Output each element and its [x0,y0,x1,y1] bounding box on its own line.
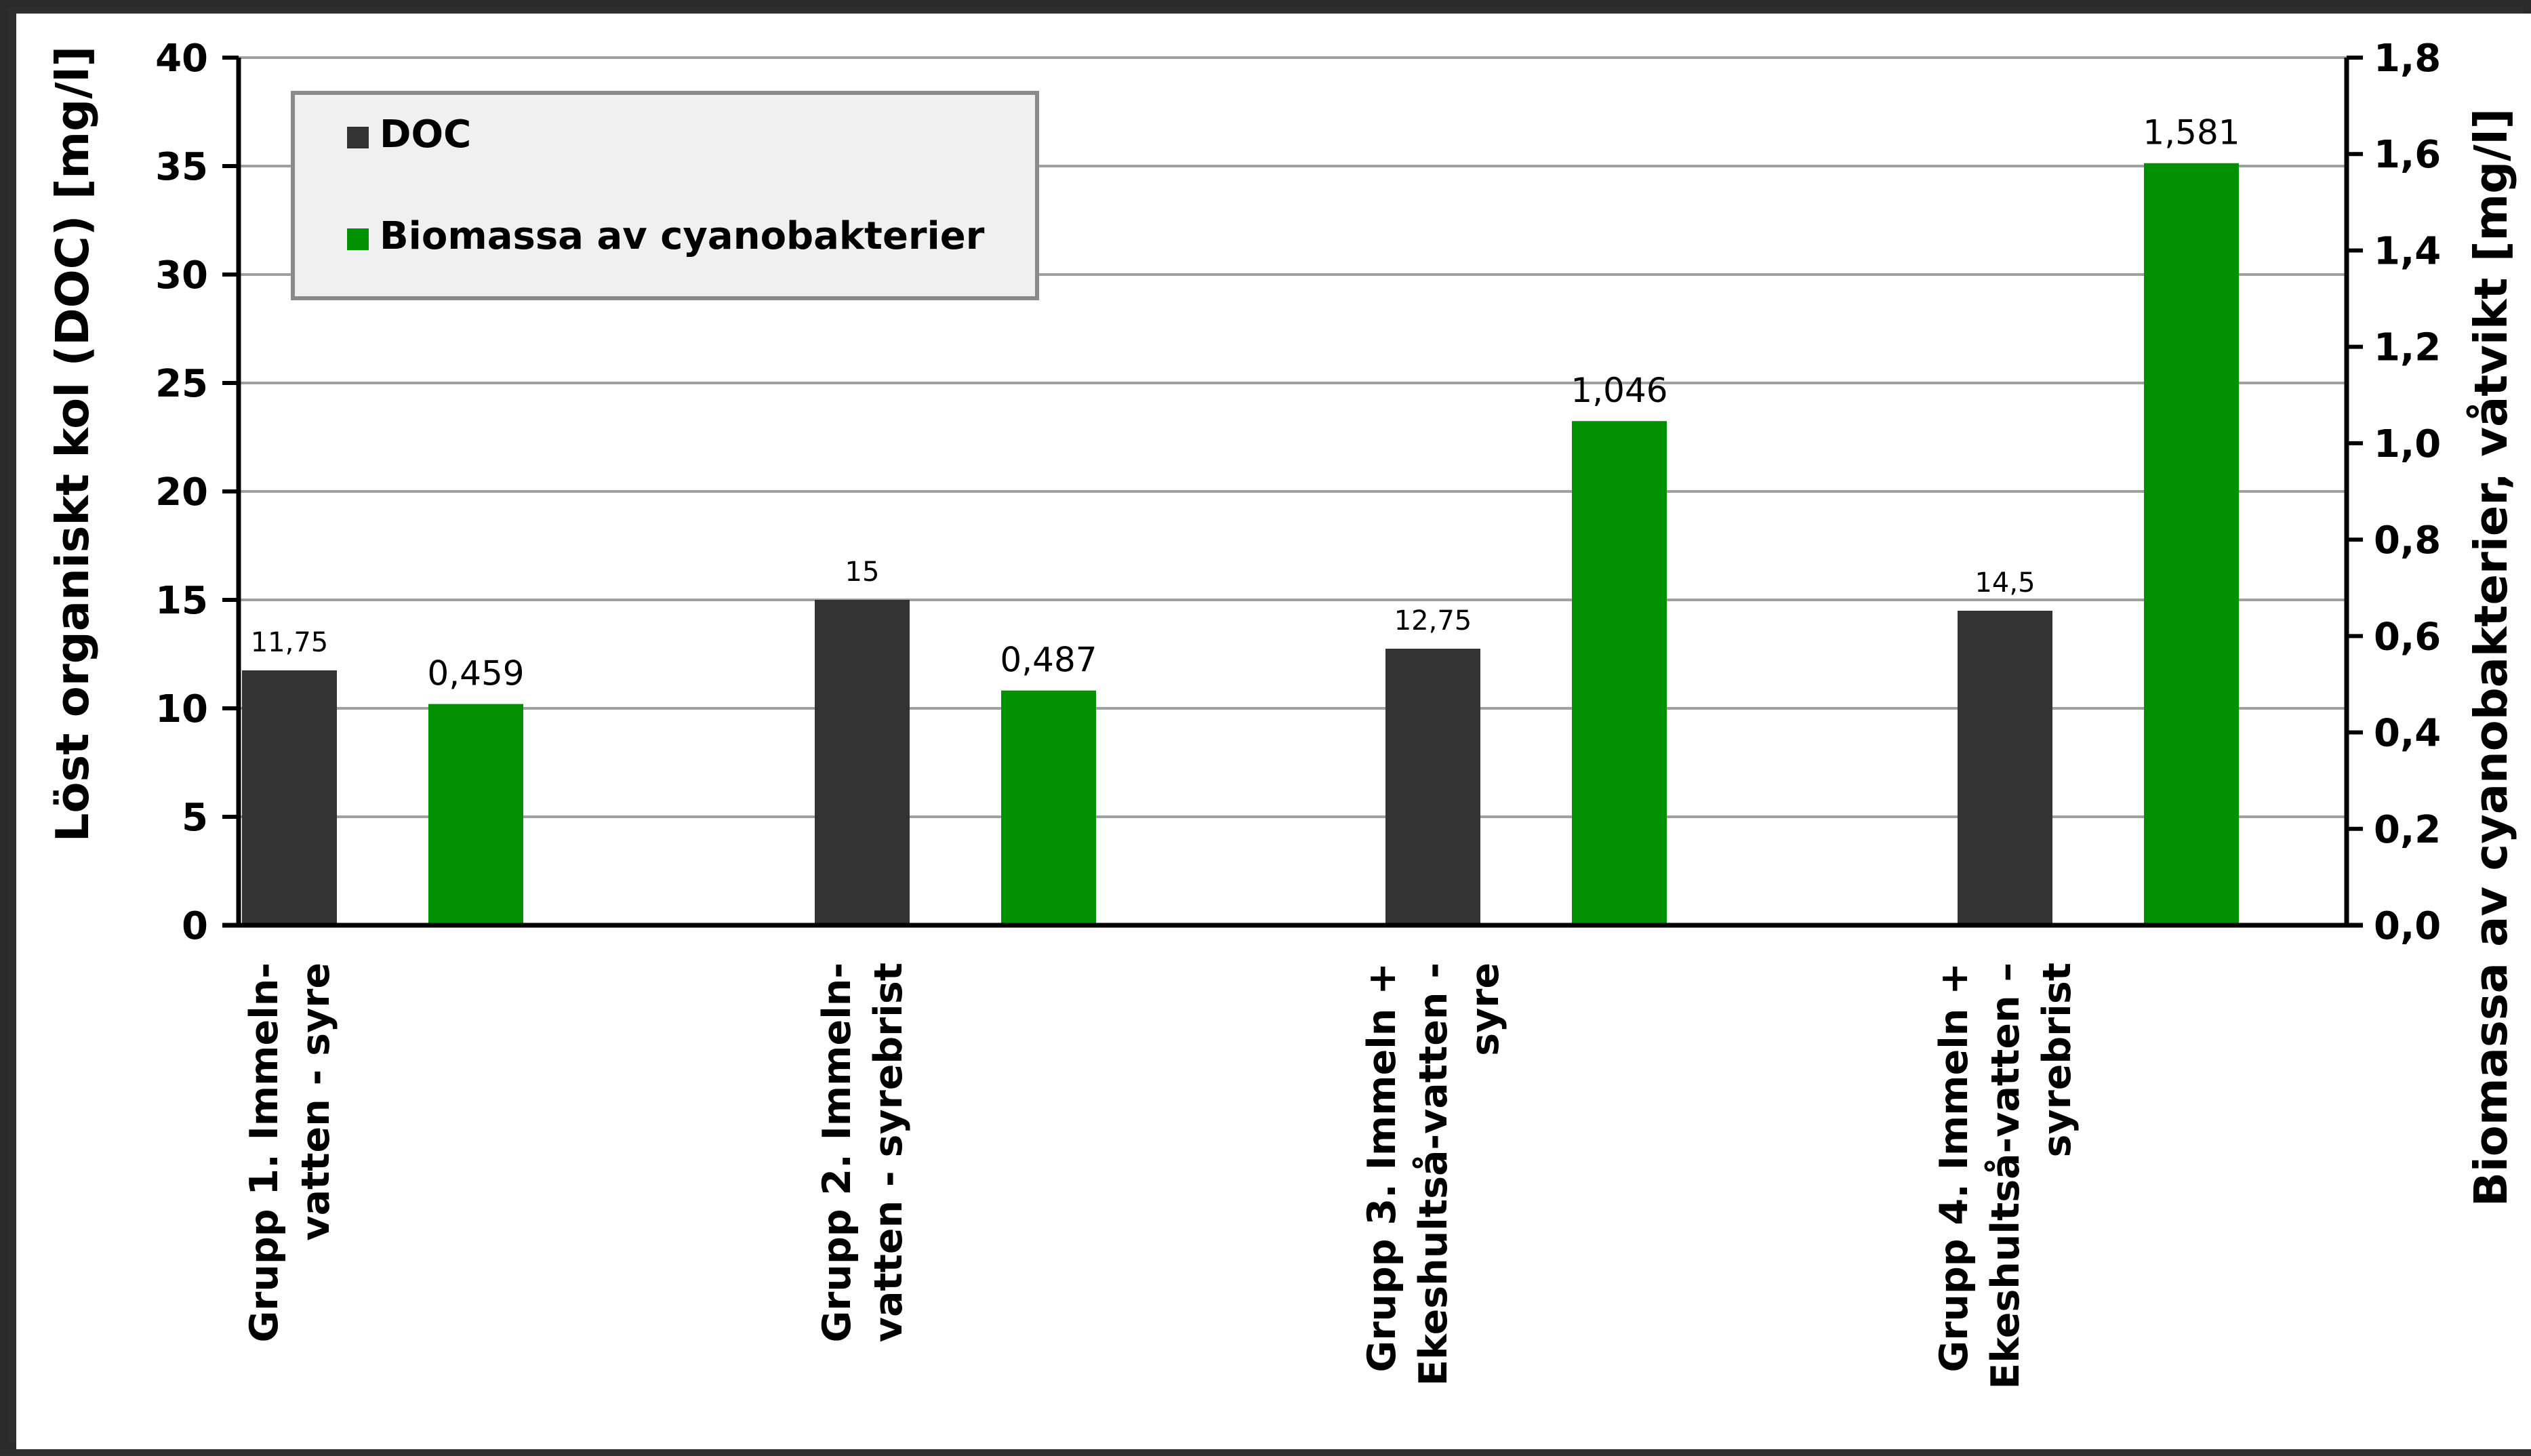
y-tick-label-right: 0,2 [2374,808,2441,852]
doc-bar [242,670,337,925]
y-tick-label-right: 1,0 [2374,422,2441,466]
category-label: Grupp 2. Immeln- [815,963,859,1343]
y-tick-label-left: 20 [155,470,208,514]
doc-data-label: 11,75 [251,627,329,658]
y-tick-label-right: 0,4 [2374,712,2441,756]
y-tick-label-left: 40 [155,37,208,81]
biomass-data-label: 1,581 [2143,113,2240,153]
doc-data-label: 15 [845,557,880,588]
y-tick-label-left: 10 [155,687,208,731]
doc-data-label: 12,75 [1394,605,1472,636]
category-label: Grupp 1. Immeln- [242,963,287,1343]
y-tick-label-right: 0,0 [2374,904,2441,948]
biomass-data-label: 1,046 [1571,371,1667,410]
y-tick-label-left: 15 [155,579,208,623]
y-tick-label-right: 0,6 [2374,615,2441,659]
y-tick-label-left: 25 [155,362,208,406]
category-label: Grupp 4. Immeln + [1932,963,1977,1372]
category-label: vatten - syrebrist [866,963,911,1342]
category-label: vatten - syre [293,963,338,1241]
category-label: Ekeshultså-vatten – [1983,963,2028,1390]
legend: DOC Biomassa av cyanobakterier [291,91,1039,300]
doc-bar [815,600,910,925]
y-tick-label-left: 0 [182,904,208,948]
biomass-legend-label: Biomassa av cyanobakterier [380,214,985,258]
biomass-data-label: 0,459 [427,654,524,693]
biomass-bar [2144,163,2239,925]
doc-bar [1958,611,2052,925]
bar-chart: 0 5 10 15 20 25 30 35 40 0,0 0,2 0,4 0,6 0,8 1,0 1,2 1,… [16,14,2531,1449]
doc-legend-swatch [347,127,369,148]
y-tick-label-right: 1,8 [2374,37,2441,81]
y-tick-label-left: 30 [155,254,208,298]
category-label: syrebrist [2035,963,2080,1157]
y-axis-title-left: Löst organiskt kol (DOC) [mg/l] [46,46,99,843]
y-tick-label-right: 0,8 [2374,519,2441,563]
doc-legend-label: DOC [380,113,471,157]
y-tick-label-right: 1,4 [2374,229,2441,273]
category-label: Grupp 3. Immeln + [1360,963,1404,1372]
biomass-bar [428,704,523,925]
doc-bar [1385,649,1480,925]
biomass-bar [1001,690,1096,925]
legend-box [291,91,1039,300]
y-tick-label-right: 1,2 [2374,326,2441,370]
biomass-bar [1572,421,1667,925]
biomass-legend-swatch [347,228,369,250]
category-label: Ekeshultså-vatten - [1411,963,1456,1386]
y-tick-label-left: 5 [182,796,208,840]
category-label: syre [1463,963,1507,1056]
biomass-data-label: 0,487 [1000,641,1097,680]
y-axis-title-right: Biomassa av cyanobakterier, våtvikt [mg/… [2465,108,2517,1207]
doc-data-label: 14,5 [1975,567,2035,599]
y-tick-label-left: 35 [155,145,208,189]
y-tick-label-right: 1,6 [2374,133,2441,177]
